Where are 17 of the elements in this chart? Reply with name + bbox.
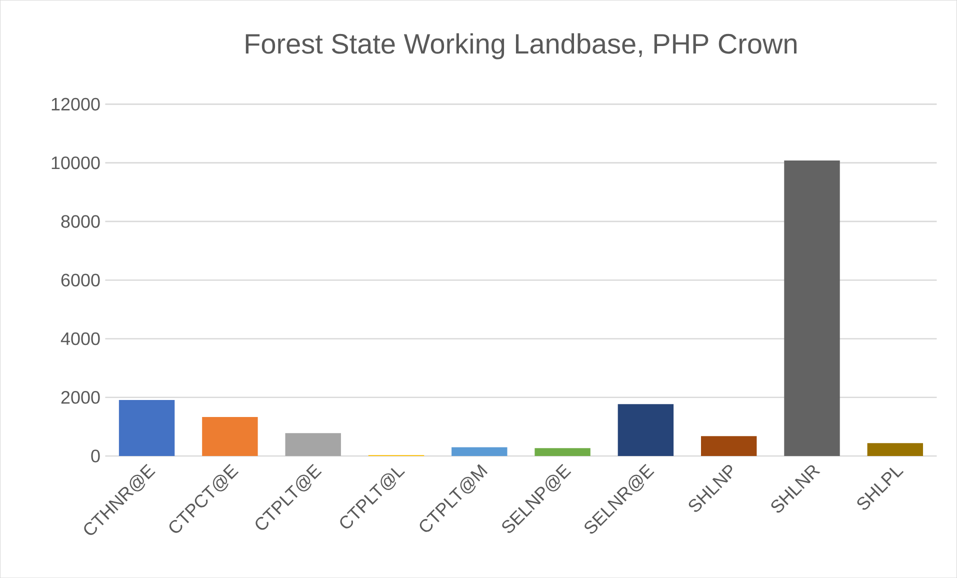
bar — [701, 436, 757, 456]
y-tick-label: 6000 — [61, 274, 100, 286]
bar — [285, 433, 341, 456]
y-tick-label: 0 — [91, 450, 100, 462]
bar — [867, 443, 924, 456]
y-tick-label: 10000 — [52, 156, 100, 170]
y-tick-label: 4000 — [60, 332, 100, 346]
chart-title: Forest State Working Landbase, PHP Crown — [246, 33, 796, 60]
y-tick-label: 2000 — [61, 390, 100, 404]
bar — [534, 448, 590, 456]
bar — [118, 400, 175, 456]
bar — [784, 160, 840, 456]
bar — [618, 404, 674, 456]
bar — [452, 447, 508, 456]
y-tick-label: 12000 — [52, 98, 100, 110]
bar — [202, 416, 258, 456]
y-tick-label: 8000 — [61, 215, 100, 228]
